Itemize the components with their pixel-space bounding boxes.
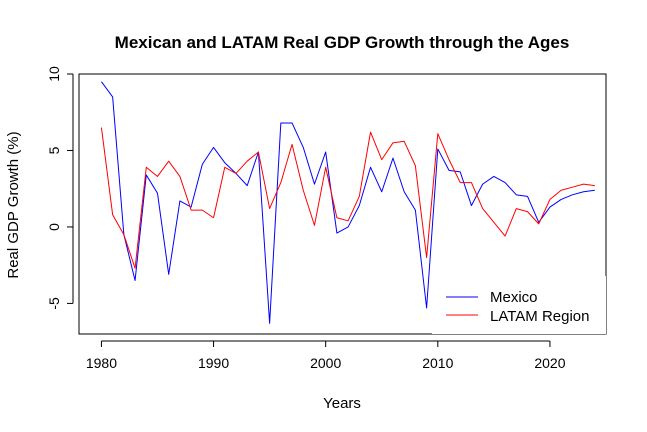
legend-label-latam: LATAM Region <box>490 308 590 325</box>
series-line-mexico <box>101 81 595 324</box>
x-axis-label: Years <box>323 395 361 412</box>
y-axis: -5 0 5 10 <box>46 66 74 310</box>
x-tick-label: 2010 <box>422 355 453 371</box>
x-tick-label: 2020 <box>534 355 565 371</box>
x-tick-label: 1980 <box>86 355 117 371</box>
x-axis: 1980 1990 2000 2010 2020 <box>86 340 566 371</box>
legend: Mexico LATAM Region <box>432 276 606 334</box>
y-tick-label: 0 <box>46 223 62 231</box>
series-line-latam-region <box>100 127 595 269</box>
x-tick-label: 1990 <box>198 355 229 371</box>
legend-box <box>432 276 606 334</box>
chart-title: Mexican and LATAM Real GDP Growth throug… <box>115 33 570 52</box>
x-tick-label: 2000 <box>310 355 341 371</box>
y-tick-label: 5 <box>46 146 62 154</box>
y-tick-label: -5 <box>46 297 62 310</box>
y-tick-label: 10 <box>46 66 62 82</box>
legend-label-mexico: Mexico <box>490 289 538 306</box>
plot-area-frame <box>78 73 607 335</box>
series-layer <box>100 81 595 324</box>
y-axis-label: Real GDP Growth (%) <box>5 131 22 278</box>
